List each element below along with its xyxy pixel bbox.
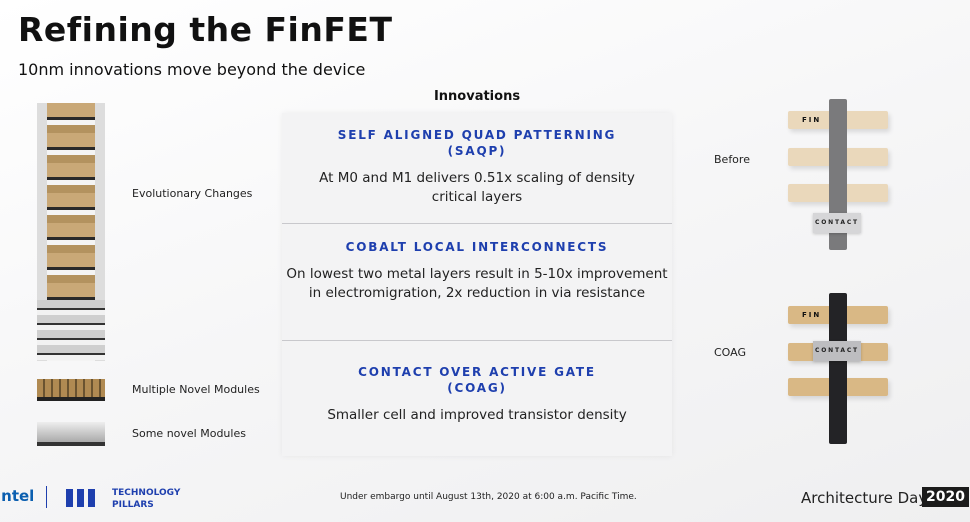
multiple-novel-modules-image: [37, 379, 105, 401]
page-subtitle: 10nm innovations move beyond the device: [18, 60, 366, 79]
evolutionary-changes-lower-image: [37, 300, 105, 360]
contact: CONTACT: [813, 213, 861, 233]
some-novel-modules-image: [37, 422, 105, 446]
gate: [829, 293, 847, 444]
innovation-desc-2: critical layers: [431, 189, 523, 205]
page-title: Refining the FinFET: [18, 10, 393, 49]
label-multiple-novel-modules: Multiple Novel Modules: [132, 383, 260, 396]
innovation-desc: On lowest two metal layers result in 5-1…: [286, 266, 668, 282]
innovation-cobalt: COBALT LOCAL INTERCONNECTS On lowest two…: [282, 239, 672, 303]
divider: [282, 223, 672, 224]
innovation-desc: At M0 and M1 delivers 0.51x scaling of d…: [319, 170, 635, 186]
innovation-desc: Smaller cell and improved transistor den…: [327, 407, 627, 423]
intel-logo: intel: [0, 487, 35, 505]
divider: [46, 486, 47, 508]
label-some-novel-modules: Some novel Modules: [132, 427, 246, 440]
innovation-title: COBALT LOCAL INTERCONNECTS: [345, 240, 609, 254]
innovation-title-abbr: (SAQP): [447, 144, 507, 158]
event-year: 2020: [922, 487, 969, 507]
innovation-title: CONTACT OVER ACTIVE GATE: [358, 365, 596, 379]
divider: [282, 340, 672, 341]
coag-label: COAG: [714, 346, 747, 359]
label-evolutionary-changes: Evolutionary Changes: [132, 187, 253, 200]
gate: [829, 99, 847, 250]
innovation-title: SELF ALIGNED QUAD PATTERNING: [337, 128, 617, 142]
innovation-title-abbr: (COAG): [447, 381, 507, 395]
contact: CONTACT: [813, 341, 861, 361]
innovations-panel: SELF ALIGNED QUAD PATTERNING (SAQP) At M…: [282, 113, 672, 456]
before-label: Before: [714, 153, 750, 166]
innovation-coag: CONTACT OVER ACTIVE GATE (COAG) Smaller …: [282, 364, 672, 425]
technology-pillars: TECHNOLOGY PILLARS: [112, 488, 181, 510]
innovation-desc-2: in electromigration, 2x reduction in via…: [308, 285, 646, 301]
innovation-saqp: SELF ALIGNED QUAD PATTERNING (SAQP) At M…: [282, 127, 672, 207]
innovations-heading: Innovations: [433, 89, 521, 104]
embargo-notice: Under embargo until August 13th, 2020 at…: [340, 492, 637, 502]
event-name: Architecture Day: [801, 489, 928, 507]
pillars-icon: [66, 489, 96, 507]
